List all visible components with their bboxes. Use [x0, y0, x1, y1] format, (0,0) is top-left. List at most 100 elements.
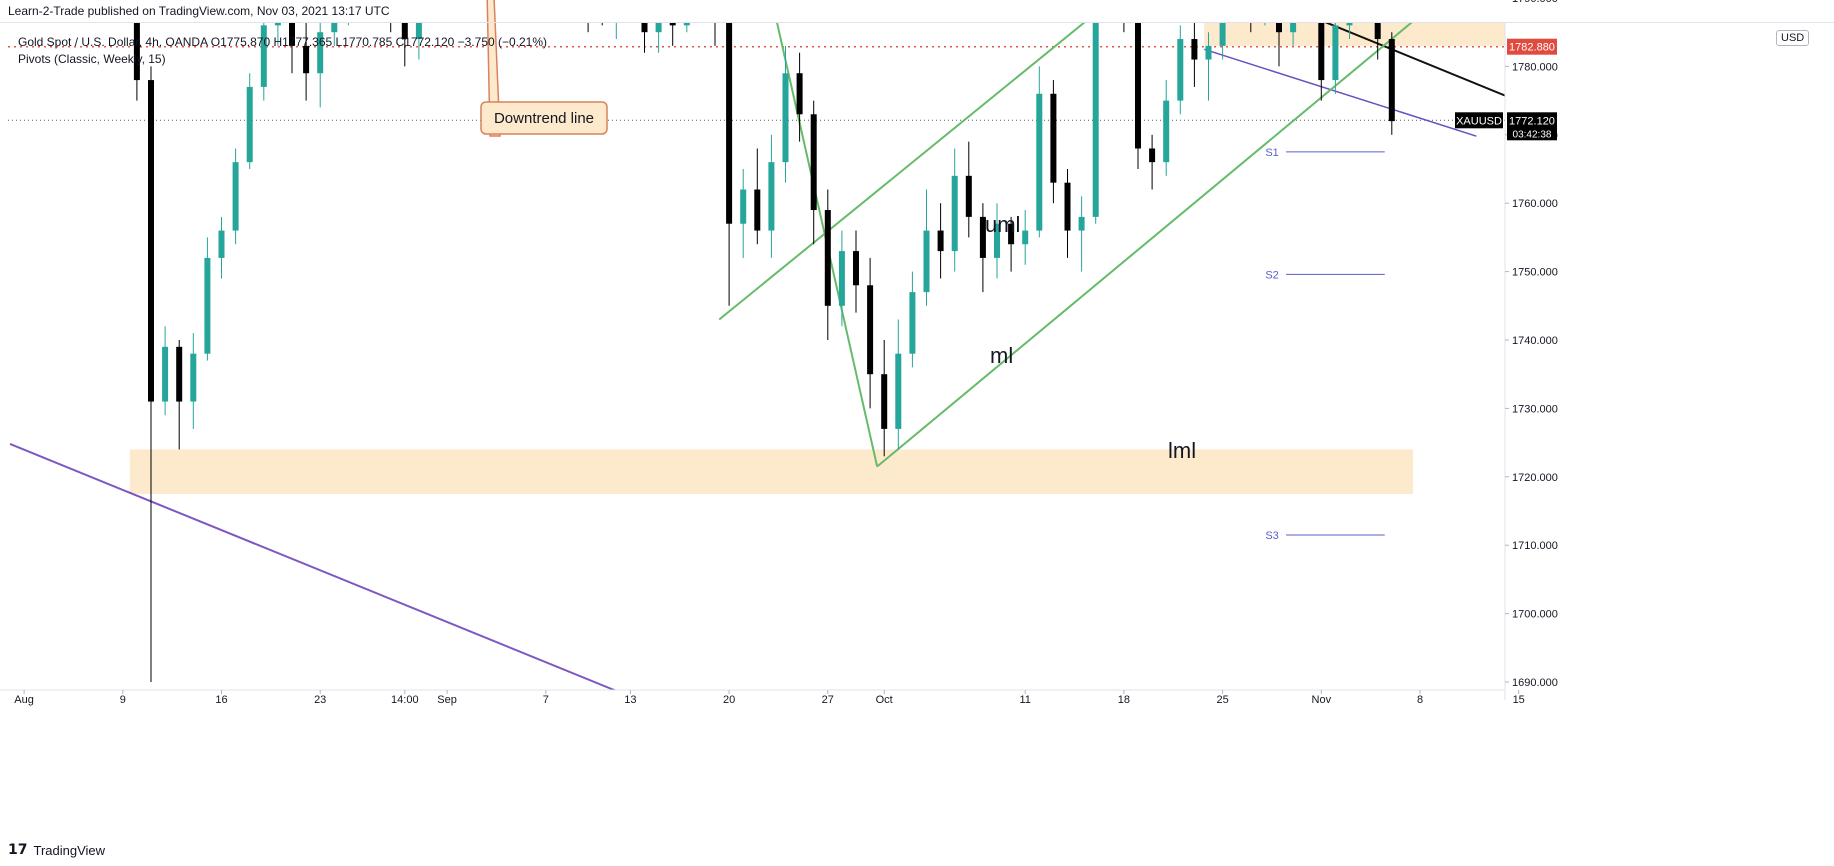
time-tick-label: 9: [120, 694, 126, 706]
callout-box: [480, 101, 608, 135]
candle: [415, 22, 422, 60]
candle-body: [683, 22, 690, 26]
time-tick-label: Sep: [437, 694, 457, 706]
candle-body: [1276, 22, 1282, 33]
candle: [190, 333, 197, 429]
time-tick-label: Aug: [14, 694, 34, 706]
candle: [1163, 80, 1170, 176]
pivot-label: S3: [1265, 530, 1278, 542]
zone: [129, 449, 1413, 494]
price-tick-label: 1710.000: [1512, 540, 1558, 552]
current-price-tag: [1507, 112, 1557, 141]
candle-body: [937, 230, 944, 252]
price-tick-label: 1740.000: [1512, 335, 1558, 347]
candle-body: [768, 162, 775, 231]
candle-body: [176, 346, 183, 402]
chart-legend[interactable]: Gold Spot / U.S. Dollar, 4h, OANDA O1775…: [18, 34, 547, 68]
candle-body: [289, 22, 295, 46]
time-tick-label: 20: [723, 694, 735, 706]
candle: [1177, 25, 1184, 115]
candle-body: [1346, 22, 1353, 26]
candle-body: [782, 73, 789, 163]
candle: [796, 52, 803, 142]
candle: [979, 203, 986, 293]
candle: [176, 340, 183, 450]
candle-body: [1022, 230, 1029, 245]
candle-body: [838, 251, 845, 306]
callout-text: Downtrend line: [494, 110, 594, 127]
candle: [782, 45, 789, 183]
candle: [683, 22, 690, 33]
candle-body: [726, 22, 733, 224]
candle: [1022, 210, 1029, 265]
price-tick-label: 1700.000: [1512, 609, 1558, 621]
candle-body: [923, 230, 930, 293]
candle-body: [260, 25, 267, 87]
level-price-tag: [1507, 38, 1557, 55]
candle-body: [317, 32, 324, 74]
time-tick-label: 8: [1417, 694, 1423, 706]
publish-header: Learn-2-Trade published on TradingView.c…: [0, 0, 1834, 23]
candle-body: [148, 80, 154, 402]
candle: [218, 216, 225, 279]
candle: [1092, 22, 1099, 224]
candle: [274, 22, 281, 46]
candle-body: [810, 114, 817, 211]
candle-body: [232, 162, 239, 231]
time-tick-label: 23: [314, 694, 326, 706]
level-price-tag-text: 1782.880: [1509, 42, 1555, 54]
tradingview-logo-icon: 17: [8, 842, 28, 858]
candle-body: [1177, 39, 1184, 101]
candle-body: [1388, 39, 1395, 122]
candle-body: [1008, 223, 1015, 245]
tradingview-brand: TradingView: [33, 842, 106, 858]
symbol-ohlc-line[interactable]: Gold Spot / U.S. Dollar, 4h, OANDA O1775…: [18, 35, 548, 49]
candle: [1008, 216, 1015, 272]
candle: [768, 134, 775, 258]
candle-body: [190, 353, 197, 402]
time-axis: Aug 9 16 23 14:00 Sep 7 13 20 27 Oct 11 18 25 Nov 8 15: [0, 689, 1525, 706]
candle: [1332, 22, 1339, 94]
candle: [1149, 134, 1156, 190]
pivot-label: S2: [1265, 269, 1278, 281]
candle-body: [1036, 93, 1043, 231]
candle-body: [218, 230, 225, 258]
candle-body: [1205, 45, 1212, 60]
candle: [923, 189, 930, 306]
candle-body: [1078, 216, 1085, 231]
pivots-indicator-label[interactable]: Pivots (Classic, Weekly, 15): [18, 52, 166, 66]
candle: [1346, 22, 1353, 40]
candle-body: [1050, 93, 1057, 183]
candle: [615, 22, 617, 40]
candle: [655, 22, 662, 53]
tradingview-branding[interactable]: 17 TradingView: [8, 840, 105, 860]
candle: [754, 148, 761, 245]
candle: [303, 22, 310, 101]
candle: [853, 230, 859, 313]
candle: [641, 22, 648, 53]
candle: [1078, 196, 1085, 272]
symbol-tag-text: XAUUSD: [1456, 115, 1502, 127]
candle: [740, 169, 747, 258]
candle: [148, 66, 154, 682]
candle: [133, 22, 140, 101]
time-tick-label: 13: [624, 694, 636, 706]
candle: [1290, 22, 1297, 46]
candle: [881, 340, 888, 457]
candle-body: [1163, 100, 1170, 163]
candle-body: [1149, 148, 1156, 163]
candle-body: [246, 86, 253, 163]
candle-body: [655, 22, 662, 33]
time-tick-label: 18: [1118, 694, 1130, 706]
candle-body: [1318, 22, 1325, 81]
trendline-lml: [876, 22, 1414, 468]
pivot-label: S1: [1265, 147, 1278, 159]
currency-badge[interactable]: USD: [1776, 30, 1810, 46]
candle-body: [824, 210, 831, 306]
candle: [965, 141, 972, 238]
candle-body: [274, 22, 281, 26]
candle: [1205, 32, 1212, 101]
time-tick-label: 27: [822, 694, 834, 706]
candle: [1318, 22, 1325, 101]
